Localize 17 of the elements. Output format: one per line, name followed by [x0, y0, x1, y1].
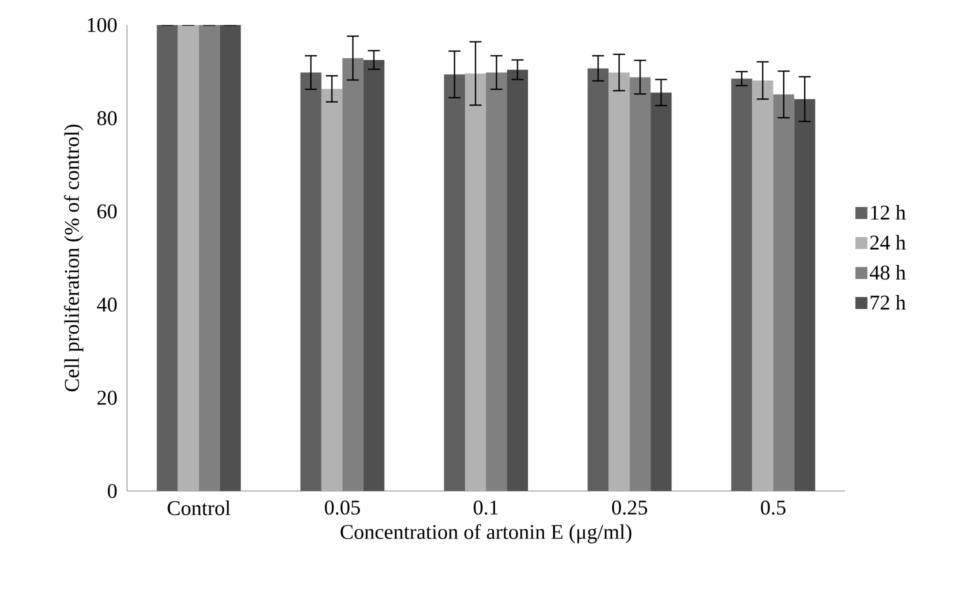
legend-label: 48 h	[870, 264, 906, 280]
x-axis-title: Concentration of artonin E (μg/ml)	[340, 524, 632, 544]
y-tick-label: 0	[108, 484, 117, 498]
y-axis-title: Cell proliferation (% of control)	[64, 124, 84, 392]
legend-label: 24 h	[870, 234, 906, 250]
x-tick-label: 0.5	[760, 500, 786, 515]
legend-label: 12 h	[871, 205, 906, 220]
x-tick-label: 0.05	[324, 500, 360, 515]
y-tick-label: 100	[88, 18, 117, 32]
legend-label: 72 h	[870, 294, 906, 310]
y-tick-label: 80	[97, 111, 117, 126]
y-tick-label: 20	[97, 390, 117, 405]
x-tick-label: Control	[168, 500, 230, 516]
y-tick-label: 60	[97, 204, 117, 218]
y-tick-label: 40	[96, 298, 117, 312]
x-tick-label: 0.1	[474, 500, 498, 515]
x-tick-label: 0.25	[612, 500, 648, 515]
